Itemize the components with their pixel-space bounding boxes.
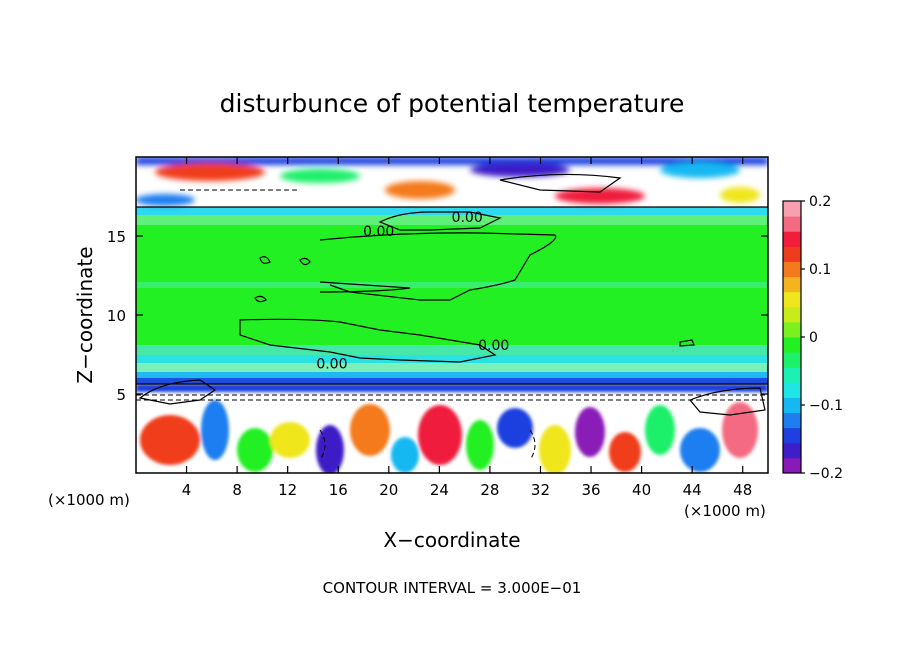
y-axis-ticks: 5 10 15 xyxy=(107,228,768,404)
x-tick-label: 32 xyxy=(531,481,550,499)
colorbar-swatch xyxy=(783,367,801,383)
contour-label: 0.00 xyxy=(316,357,347,373)
x-tick-label: 4 xyxy=(182,481,192,499)
x-tick-label: 48 xyxy=(733,481,752,499)
colorbar-swatch xyxy=(783,397,801,414)
y-axis-label: Z−coordinate xyxy=(73,246,97,383)
colorbar-tick-label: 0.1 xyxy=(809,262,831,278)
colorbar-swatch xyxy=(783,457,801,474)
colorbar-swatch xyxy=(783,337,801,353)
contour-label: 0.00 xyxy=(478,338,509,354)
x-tick-label: 24 xyxy=(430,481,449,499)
heatmap-field xyxy=(136,157,768,473)
x-tick-label: 20 xyxy=(379,481,398,499)
colorbar-swatch xyxy=(783,427,801,444)
x-tick-label: 28 xyxy=(480,481,499,499)
contour-label: 0.00 xyxy=(452,210,483,226)
x-axis-ticks: 4 8 12 16 20 24 28 32 36 40 44 48 xyxy=(182,157,752,499)
colorbar-swatch xyxy=(783,321,801,338)
colorbar-swatch xyxy=(783,382,801,398)
x-tick-label: 16 xyxy=(329,481,348,499)
colorbar-swatch xyxy=(783,201,801,217)
colorbar: 0.2 0.1 0 −0.1 −0.2 xyxy=(782,194,843,482)
x-axis-label: X−coordinate xyxy=(383,528,520,552)
x-tick-label: 12 xyxy=(278,481,297,499)
colorbar-swatch xyxy=(783,442,801,459)
x-tick-label: 44 xyxy=(683,481,702,499)
x-tick-label: 40 xyxy=(632,481,651,499)
x-unit-right: (×1000 m) xyxy=(684,502,766,520)
colorbar-swatch xyxy=(783,216,801,232)
x-tick-label: 8 xyxy=(232,481,242,499)
colorbar-swatch xyxy=(783,276,801,293)
colorbar-swatch xyxy=(783,231,801,247)
colorbar-swatch xyxy=(783,306,801,323)
x-unit-left: (×1000 m) xyxy=(48,491,130,509)
colorbar-swatch xyxy=(783,412,801,429)
contour-label: 0.00 xyxy=(363,224,394,240)
plot-area: 0.000.000.000.00 4 8 12 16 20 24 28 32 36 40 44 48 … xyxy=(107,156,769,499)
y-tick-label: 15 xyxy=(107,228,126,246)
colorbar-tick-label: −0.1 xyxy=(809,398,843,414)
y-tick-label: 10 xyxy=(107,307,126,325)
chart-title: disturbunce of potential temperature xyxy=(220,89,685,118)
colorbar-tick-label: 0.2 xyxy=(809,194,831,210)
colorbar-swatch xyxy=(783,352,801,368)
colorbar-tick-label: 0 xyxy=(809,330,818,346)
y-tick-label: 5 xyxy=(116,386,126,404)
x-tick-label: 36 xyxy=(581,481,600,499)
contour-interval-footer: CONTOUR INTERVAL = 3.000E−01 xyxy=(323,579,582,597)
colorbar-swatch xyxy=(783,246,801,262)
contour-labels: 0.00 0.00 0.00 0.00 xyxy=(316,210,509,373)
colorbar-swatch xyxy=(783,261,801,278)
colorbar-tick-label: −0.2 xyxy=(809,466,843,482)
colorbar-swatch xyxy=(783,291,801,308)
